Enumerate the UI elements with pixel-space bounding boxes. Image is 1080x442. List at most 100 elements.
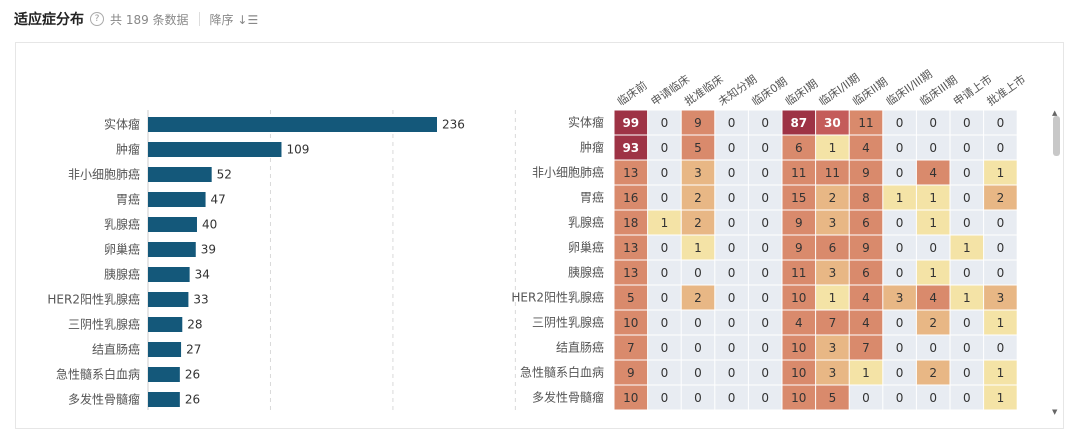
- heatmap-cell-value: 11: [825, 166, 840, 180]
- bar-category-label: 胃癌: [116, 192, 140, 207]
- heatmap-cell-value: 0: [896, 241, 904, 255]
- bar-category-label: 乳腺癌: [104, 217, 140, 232]
- heatmap-column-label: 批准上市: [984, 72, 1028, 109]
- heatmap-cell-value: 0: [929, 391, 937, 405]
- heatmap-cell-value: 1: [963, 241, 971, 255]
- heatmap-cell-value: 13: [623, 241, 638, 255]
- heatmap-cell: [950, 285, 984, 310]
- heatmap-cell: [614, 260, 648, 285]
- heatmap-cell: [782, 135, 816, 160]
- heatmap-cell-value: 0: [661, 391, 669, 405]
- heatmap-cell-value: 0: [896, 316, 904, 330]
- chart-header: 适应症分布 ? 共 189 条数据 降序 ↓☰: [14, 8, 258, 30]
- heatmap-cell-value: 0: [761, 241, 769, 255]
- help-icon[interactable]: ?: [90, 12, 104, 26]
- heatmap-cell-value: 1: [929, 216, 937, 230]
- heatmap-cell: [916, 210, 950, 235]
- heatmap-cell-value: 0: [896, 341, 904, 355]
- heatmap-cell-value: 1: [929, 266, 937, 280]
- heatmap-cell: [681, 135, 715, 160]
- heatmap-cell-value: 1: [896, 191, 904, 205]
- vertical-scrollbar[interactable]: ▲ ▼: [1050, 109, 1062, 416]
- heatmap-cell: [882, 185, 917, 210]
- heatmap-cell: [782, 185, 816, 210]
- heatmap-cell: [849, 260, 883, 285]
- heatmap-cell: [681, 235, 715, 260]
- heatmap-cell-value: 3: [896, 291, 904, 305]
- heatmap-row-label: 急性髓系白血病: [520, 365, 604, 380]
- heatmap-cell-value: 0: [929, 341, 937, 355]
- sort-toggle-button[interactable]: 降序 ↓☰: [210, 11, 259, 28]
- heatmap-cell-value: 3: [829, 366, 837, 380]
- heatmap-cell-value: 0: [694, 341, 702, 355]
- heatmap-cell-value: 3: [829, 266, 837, 280]
- heatmap-cell: [983, 310, 1018, 335]
- bar: [148, 392, 180, 407]
- heatmap-cell-value: 0: [963, 141, 971, 155]
- heatmap-cell-value: 4: [795, 316, 803, 330]
- scrollbar-thumb[interactable]: [1053, 116, 1060, 156]
- bar-value-label: 33: [193, 293, 208, 307]
- heatmap-cell-value: 0: [963, 391, 971, 405]
- heatmap-cell: [983, 160, 1018, 185]
- heatmap-cell: [614, 285, 648, 310]
- heatmap-cell-value: 0: [661, 316, 669, 330]
- bar-value-label: 109: [286, 143, 309, 157]
- heatmap-cell-value: 10: [623, 391, 638, 405]
- heatmap-cell-value: 16: [623, 191, 638, 205]
- heatmap-row-label: 胃癌: [580, 190, 604, 205]
- heatmap-cell: [681, 285, 715, 310]
- heatmap-cell: [815, 385, 850, 410]
- heatmap-cell-value: 4: [929, 291, 937, 305]
- bar: [148, 242, 196, 257]
- heatmap-cell-value: 0: [896, 216, 904, 230]
- heatmap-cell-value: 15: [791, 191, 806, 205]
- heatmap-cell-value: 9: [694, 116, 702, 130]
- heatmap-cell-value: 0: [896, 391, 904, 405]
- heatmap-cell: [815, 260, 850, 285]
- heatmap-cell-value: 1: [929, 191, 937, 205]
- heatmap-cell-value: 0: [661, 191, 669, 205]
- heatmap-cell: [916, 160, 950, 185]
- heatmap-cell-value: 6: [795, 141, 803, 155]
- heatmap-cell-value: 0: [761, 366, 769, 380]
- heatmap-cell-value: 1: [997, 166, 1005, 180]
- heatmap-chart: 临床前 申请临床批准临床未知分期临床0期临床I期临床I/II期临床II期临床II/…: [511, 67, 1028, 411]
- header-divider: [198, 12, 200, 26]
- heatmap-cell-value: 0: [761, 191, 769, 205]
- heatmap-cell: [916, 310, 950, 335]
- heatmap-cell: [815, 185, 850, 210]
- heatmap-cell: [614, 110, 648, 135]
- heatmap-cell-value: 87: [790, 116, 807, 130]
- heatmap-cell-value: 7: [829, 316, 837, 330]
- bar: [148, 342, 182, 357]
- heatmap-cell: [983, 285, 1018, 310]
- heatmap-row-label: 多发性骨髓瘤: [532, 390, 604, 405]
- heatmap-cell: [782, 285, 816, 310]
- heatmap-cell-value: 1: [694, 241, 702, 255]
- heatmap-cell: [983, 385, 1018, 410]
- heatmap-cell-value: 2: [997, 191, 1005, 205]
- heatmap-cell-value: 0: [761, 166, 769, 180]
- heatmap-column-label: 临床前: [614, 78, 649, 108]
- scroll-up-icon[interactable]: ▲: [1052, 109, 1058, 117]
- heatmap-row-label: 三阴性乳腺癌: [532, 315, 604, 330]
- heatmap-cell-value: 9: [795, 241, 803, 255]
- heatmap-cell-value: 0: [728, 216, 736, 230]
- chart-title: 适应症分布: [14, 12, 84, 28]
- record-count: 共 189 条数据: [110, 12, 189, 27]
- scroll-down-icon[interactable]: ▼: [1052, 408, 1058, 416]
- heatmap-cell: [815, 210, 850, 235]
- bar: [148, 142, 282, 157]
- heatmap-cell-value: 2: [929, 316, 937, 330]
- heatmap-cell: [849, 235, 883, 260]
- heatmap-row-label: HER2阳性乳腺癌: [511, 290, 604, 305]
- bar: [148, 267, 190, 282]
- heatmap-cell: [983, 185, 1018, 210]
- sort-desc-icon: ↓☰: [237, 12, 259, 27]
- heatmap-row-label: 胰腺癌: [568, 265, 604, 280]
- heatmap-cell-value: 0: [728, 141, 736, 155]
- heatmap-cell-value: 0: [997, 141, 1005, 155]
- heatmap-cell-value: 13: [623, 166, 638, 180]
- heatmap-cell-value: 0: [896, 141, 904, 155]
